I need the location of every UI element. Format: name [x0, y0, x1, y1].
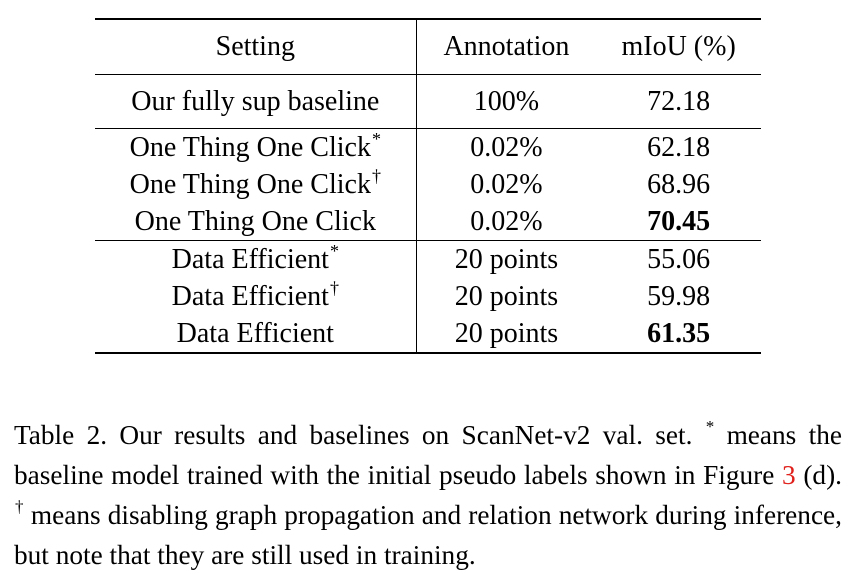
- table-body: Our fully sup baseline 100% 72.18 One Thing…: [95, 74, 761, 354]
- annotation-cell: 20 points: [416, 240, 597, 278]
- figure-reference-link[interactable]: 3: [782, 460, 796, 491]
- setting-cell: One Thing One Click*: [95, 128, 417, 166]
- results-table: Setting Annotation mIoU (%) Our fully su…: [95, 18, 761, 354]
- footnote-mark: †: [371, 165, 381, 186]
- caption-text-2: means the baseline model trained with th…: [14, 420, 842, 491]
- miou-cell: 59.98: [647, 280, 711, 312]
- setting-cell: Data Efficient*: [95, 240, 417, 278]
- table-caption: Table 2. Our results and baselines on Sc…: [14, 415, 842, 575]
- annotation-cell: 20 points: [454, 280, 559, 312]
- miou-cell: 55.06: [596, 240, 761, 278]
- table-row: Data Efficient* 20 points 55.06: [95, 240, 761, 278]
- footnote-mark: *: [371, 128, 381, 149]
- table-row: Data Efficient 20 points 61.35: [95, 315, 761, 354]
- caption-dagger-mark: †: [15, 497, 24, 517]
- table-row: One Thing One Click† 0.02% 68.96: [95, 166, 761, 203]
- table-row: Our fully sup baseline 100% 72.18: [95, 74, 761, 129]
- footnote-mark: †: [329, 277, 339, 298]
- annotation-cell: 100%: [416, 74, 597, 129]
- annotation-cell: 0.02%: [470, 168, 543, 200]
- annotation-cell: 0.02%: [470, 205, 543, 237]
- miou-cell: 62.18: [596, 128, 761, 166]
- header-setting: Setting: [95, 18, 417, 75]
- setting-name: One Thing One Click: [134, 205, 376, 237]
- miou-cell: 70.45: [647, 205, 711, 237]
- caption-text-1: Table 2. Our results and baselines on Sc…: [14, 420, 705, 451]
- setting-cell: Data Efficient†: [95, 277, 417, 315]
- table-row: Data Efficient† 20 points 59.98: [95, 278, 761, 315]
- caption-star-mark: *: [705, 417, 715, 437]
- header-row: Setting Annotation mIoU (%): [95, 18, 761, 75]
- setting-cell: One Thing One Click: [95, 203, 417, 241]
- setting-cell: Data Efficient: [95, 315, 417, 354]
- miou-cell: 72.18: [596, 74, 761, 129]
- setting-name: Data Efficient: [171, 280, 329, 312]
- setting-cell: One Thing One Click†: [95, 165, 417, 203]
- caption-text-3: (d).: [795, 460, 842, 491]
- setting-name: Our fully sup baseline: [131, 85, 380, 117]
- annotation-cell: 0.02%: [416, 128, 597, 166]
- annotation-cell: 20 points: [416, 315, 597, 354]
- caption-text-4: means disabling graph propagation and re…: [14, 500, 842, 571]
- setting-name: Data Efficient: [171, 243, 329, 275]
- table-row: One Thing One Click 0.02% 70.45: [95, 203, 761, 241]
- miou-cell: 68.96: [647, 168, 711, 200]
- table-row: One Thing One Click* 0.02% 62.18: [95, 128, 761, 166]
- setting-name: One Thing One Click: [129, 131, 371, 163]
- setting-cell: Our fully sup baseline: [95, 74, 417, 129]
- setting-name: One Thing One Click: [129, 168, 371, 200]
- footnote-mark: *: [329, 240, 339, 261]
- setting-name: Data Efficient: [176, 317, 334, 349]
- miou-cell: 61.35: [596, 315, 761, 354]
- header-annotation: Annotation: [416, 18, 597, 75]
- header-miou: mIoU (%): [596, 18, 761, 75]
